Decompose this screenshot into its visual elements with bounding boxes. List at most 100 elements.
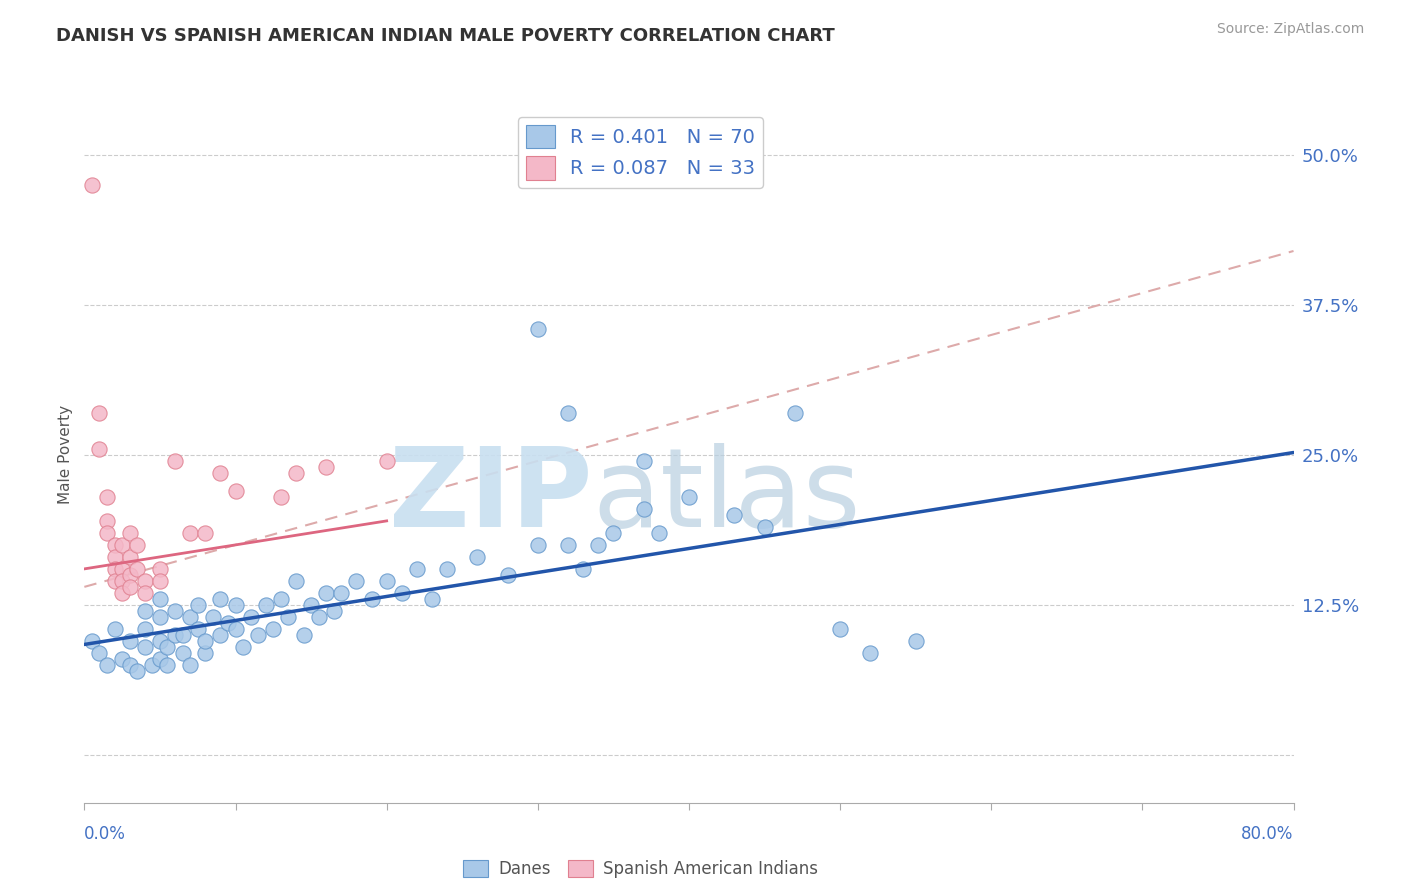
Point [270,591,292,606]
Point [96,490,118,504]
Point [179,525,201,540]
Point [96,514,118,528]
Point [209,591,232,606]
Point [247,628,270,642]
Point [149,652,172,666]
Point [134,586,156,600]
Point [179,610,201,624]
Point [308,610,330,624]
Point [602,525,624,540]
Point [172,628,194,642]
Point [104,574,127,588]
Point [572,562,595,576]
Point [111,562,134,576]
Point [156,657,179,672]
Point [754,520,776,534]
Point [633,454,655,468]
Point [80,178,103,192]
Point [163,604,186,618]
Point [149,574,172,588]
Point [526,322,548,336]
Point [134,640,156,654]
Text: 80.0%: 80.0% [1241,825,1294,843]
Point [557,406,579,420]
Point [723,508,745,522]
Point [783,406,806,420]
Point [89,646,111,660]
Point [209,628,232,642]
Point [375,454,398,468]
Point [111,574,134,588]
Point [104,549,127,564]
Point [678,490,700,504]
Point [277,610,299,624]
Point [436,562,458,576]
Point [254,598,277,612]
Point [149,633,172,648]
Point [187,622,209,636]
Point [588,538,610,552]
Text: ZIP: ZIP [389,443,592,550]
Point [225,598,247,612]
Point [96,657,118,672]
Point [315,459,337,474]
Point [104,622,127,636]
Point [209,466,232,480]
Point [194,633,217,648]
Point [299,598,322,612]
Point [391,586,413,600]
Point [239,610,262,624]
Point [118,525,141,540]
Point [406,562,429,576]
Point [284,574,308,588]
Point [217,615,239,630]
Point [194,646,217,660]
Legend: Danes, Spanish American Indians: Danes, Spanish American Indians [457,854,824,885]
Point [127,538,149,552]
Point [111,652,134,666]
Point [96,525,118,540]
Text: Source: ZipAtlas.com: Source: ZipAtlas.com [1216,22,1364,37]
Point [118,549,141,564]
Text: atlas: atlas [592,443,860,550]
Point [292,628,315,642]
Point [149,610,172,624]
Point [149,562,172,576]
Point [232,640,254,654]
Point [118,567,141,582]
Point [496,567,519,582]
Point [420,591,443,606]
Point [163,628,186,642]
Point [467,549,489,564]
Point [163,454,186,468]
Point [904,633,927,648]
Point [315,586,337,600]
Point [104,562,127,576]
Point [149,591,172,606]
Point [111,586,134,600]
Point [104,538,127,552]
Point [526,538,548,552]
Point [118,580,141,594]
Point [127,562,149,576]
Text: 0.0%: 0.0% [84,825,127,843]
Point [830,622,852,636]
Point [194,525,217,540]
Point [284,466,308,480]
Text: DANISH VS SPANISH AMERICAN INDIAN MALE POVERTY CORRELATION CHART: DANISH VS SPANISH AMERICAN INDIAN MALE P… [56,27,835,45]
Point [134,574,156,588]
Point [111,538,134,552]
Point [201,610,224,624]
Point [179,657,201,672]
Point [225,483,247,498]
Point [187,598,209,612]
Point [262,622,284,636]
Point [141,657,163,672]
Point [375,574,398,588]
Point [360,591,382,606]
Point [89,406,111,420]
Point [80,633,103,648]
Point [557,538,579,552]
Point [346,574,368,588]
Point [118,657,141,672]
